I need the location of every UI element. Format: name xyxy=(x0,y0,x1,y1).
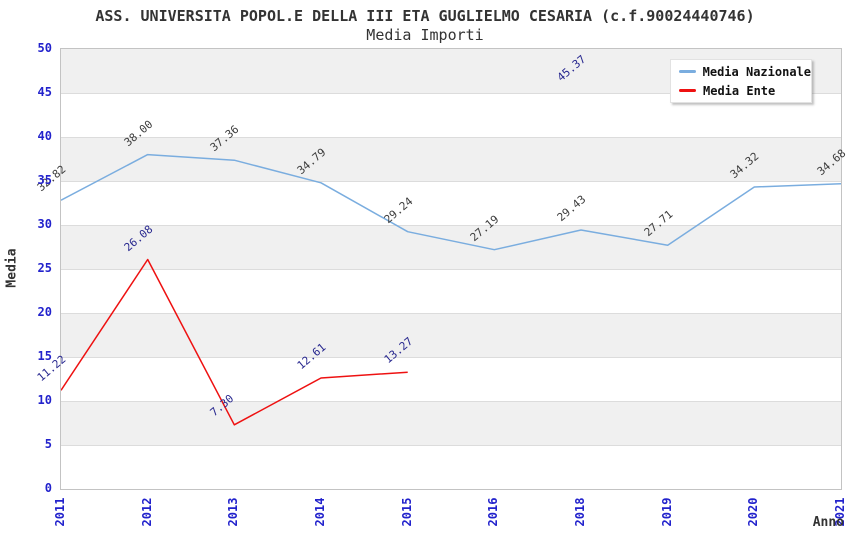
legend: Media Nazionale Media Ente xyxy=(670,59,812,103)
y-axis-title: Media xyxy=(4,248,20,288)
chart-title: ASS. UNIVERSITA POPOL.E DELLA III ETA GU… xyxy=(95,7,755,25)
y-tick-label: 5 xyxy=(44,437,52,451)
gridline xyxy=(61,181,841,182)
gridline xyxy=(61,225,841,226)
legend-label-nazionale: Media Nazionale xyxy=(702,64,811,79)
x-tick-label: 2018 xyxy=(573,497,587,527)
plot-band xyxy=(61,269,841,313)
legend-line-swatch-ente xyxy=(679,89,696,92)
plot-band xyxy=(61,401,841,445)
y-axis-ticks: 0 5 10 15 20 25 30 35 40 45 50 xyxy=(0,41,52,495)
gridline xyxy=(61,313,841,314)
gridline xyxy=(61,445,841,446)
y-tick-label: 40 xyxy=(37,129,52,143)
x-tick-label: 2014 xyxy=(313,497,327,527)
x-tick-label: 2016 xyxy=(486,497,501,527)
y-tick-label: 50 xyxy=(37,41,52,55)
gridline xyxy=(61,401,841,402)
plot-band xyxy=(61,445,841,489)
series-line xyxy=(61,258,408,426)
plot-band xyxy=(61,181,841,225)
legend-item-media-nazionale: Media Nazionale xyxy=(671,65,811,79)
x-tick-label: 2020 xyxy=(746,497,761,527)
chart-subtitle: Media Importi xyxy=(366,26,484,44)
y-tick-label: 10 xyxy=(37,393,52,407)
y-tick-label: 25 xyxy=(37,261,52,275)
y-tick-label: 20 xyxy=(37,305,52,319)
y-tick-label: 30 xyxy=(37,217,52,231)
x-tick-label: 2013 xyxy=(226,497,241,527)
x-tick-label: 2011 xyxy=(53,497,67,527)
legend-item-media-ente: Media Ente xyxy=(671,84,811,98)
plot-band xyxy=(61,137,841,181)
x-axis-ticks: 2011 2012 2013 2014 2015 2016 2018 2019 2020 2021 xyxy=(53,490,847,540)
x-tick-label: 2012 xyxy=(139,497,154,527)
plot-band xyxy=(61,313,841,357)
gridline xyxy=(61,137,841,138)
series-line xyxy=(61,153,841,251)
line-series-canvas xyxy=(61,153,841,426)
x-axis-title: Anno xyxy=(812,515,844,530)
y-tick-label: 45 xyxy=(37,85,52,99)
plot-band xyxy=(61,225,841,269)
gridline xyxy=(61,357,841,358)
legend-label-ente: Media Ente xyxy=(703,83,776,98)
legend-line-swatch-nazionale xyxy=(679,70,696,73)
gridline xyxy=(61,93,841,94)
gridline xyxy=(61,269,841,270)
x-tick-label: 2015 xyxy=(399,497,414,527)
y-tick-label: 15 xyxy=(37,349,52,363)
y-tick-label: 0 xyxy=(44,481,52,495)
y-tick-label: 35 xyxy=(37,173,52,187)
plot-band xyxy=(61,357,841,401)
plot-area: 32.82 38.00 37.36 34.79 29.24 27.19 29.43 27.71… xyxy=(35,48,848,490)
x-tick-label: 2019 xyxy=(659,497,674,527)
